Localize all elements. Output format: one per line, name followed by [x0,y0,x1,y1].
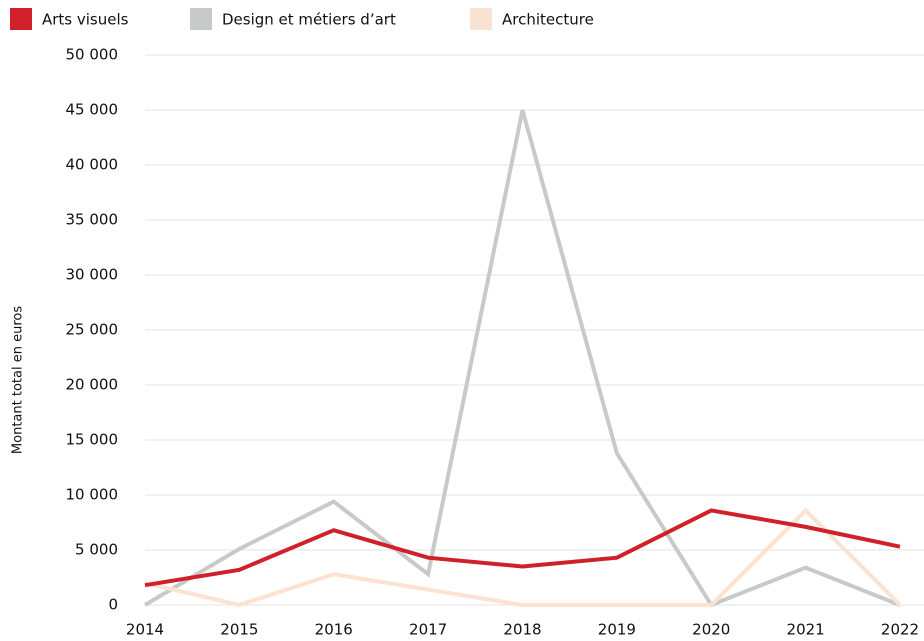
legend-swatch [470,8,492,30]
x-tick-label: 2020 [692,621,730,639]
y-tick-label: 15 000 [66,431,119,449]
line-series [143,109,901,608]
y-tick-label: 25 000 [66,321,119,339]
x-tick-label: 2019 [598,621,636,639]
y-tick-label: 20 000 [66,376,119,394]
legend-swatch [190,8,212,30]
x-tick-label: 2016 [315,621,353,639]
x-tick-label: 2015 [220,621,258,639]
legend-swatch [10,8,32,30]
y-tick-label: 50 000 [66,46,119,64]
y-tick-label: 30 000 [66,266,119,284]
legend-label: Architecture [502,11,594,29]
y-tick-label: 5 000 [75,541,118,559]
legend-label: Arts visuels [42,11,129,29]
legend-label: Design et métiers d’art [222,11,396,29]
y-tick-label: 10 000 [66,486,119,504]
line-series [144,508,901,588]
y-tick-label: 0 [108,596,118,614]
x-tick-label: 2017 [409,621,447,639]
y-axis-label: Montant total en euros [11,306,26,454]
x-tick-label: 2021 [787,621,825,639]
y-tick-label: 45 000 [66,101,119,119]
y-tick-label: 35 000 [66,211,119,229]
x-tick-label: 2014 [126,621,164,639]
line-series [144,507,902,608]
x-tick-label: 2018 [503,621,541,639]
y-tick-label: 40 000 [66,156,119,174]
x-tick-label: 2022 [881,621,919,639]
